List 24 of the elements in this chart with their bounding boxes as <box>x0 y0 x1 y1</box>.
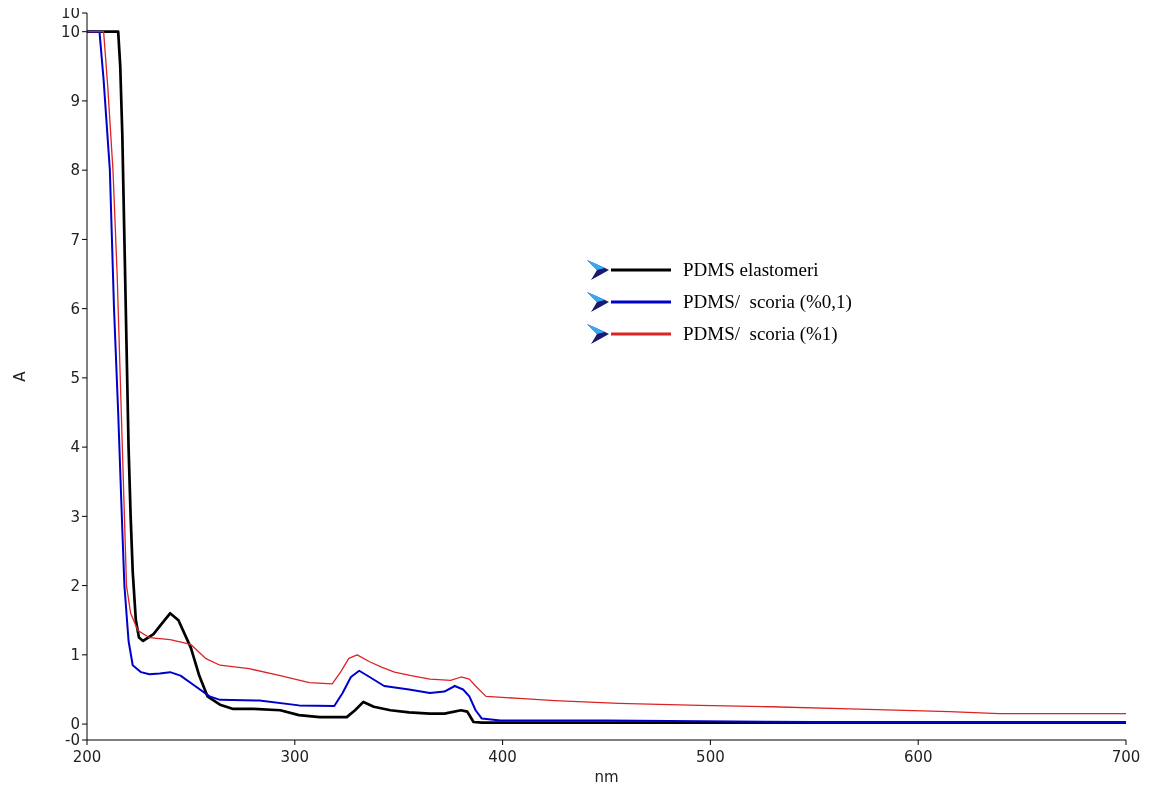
y-tick-label: 10 <box>60 4 80 23</box>
y-tick-label: 10 <box>60 22 80 41</box>
y-tick-label: 8 <box>70 161 80 180</box>
y-tick-label: 3 <box>70 507 80 526</box>
x-tick-label: 200 <box>72 748 102 766</box>
y-tick-label: 2 <box>70 576 80 595</box>
y-axis-title: A <box>11 370 29 382</box>
legend-label: PDMS/ scoria (%0,1) <box>683 291 852 313</box>
x-tick-label: 500 <box>696 748 725 766</box>
y-tick-label: 4 <box>70 438 80 457</box>
x-tick-label: 400 <box>488 748 517 766</box>
y-tick-label: 5 <box>70 369 80 388</box>
y-tick-label: 0 <box>70 715 80 734</box>
y-tick-label: 6 <box>70 299 80 318</box>
x-tick-label: 600 <box>903 748 933 766</box>
y-tick-label: 9 <box>70 92 80 111</box>
legend-label: PDMS/ scoria (%1) <box>683 323 838 345</box>
y-tick-label: 7 <box>70 230 80 249</box>
x-axis-title: nm <box>594 768 619 786</box>
legend-label: PDMS elastomeri <box>683 259 819 280</box>
x-tick-label: 300 <box>280 748 310 766</box>
x-tick-label: 700 <box>1111 748 1141 766</box>
y-tick-label: -0 <box>65 731 80 750</box>
y-tick-label: 1 <box>70 646 80 665</box>
